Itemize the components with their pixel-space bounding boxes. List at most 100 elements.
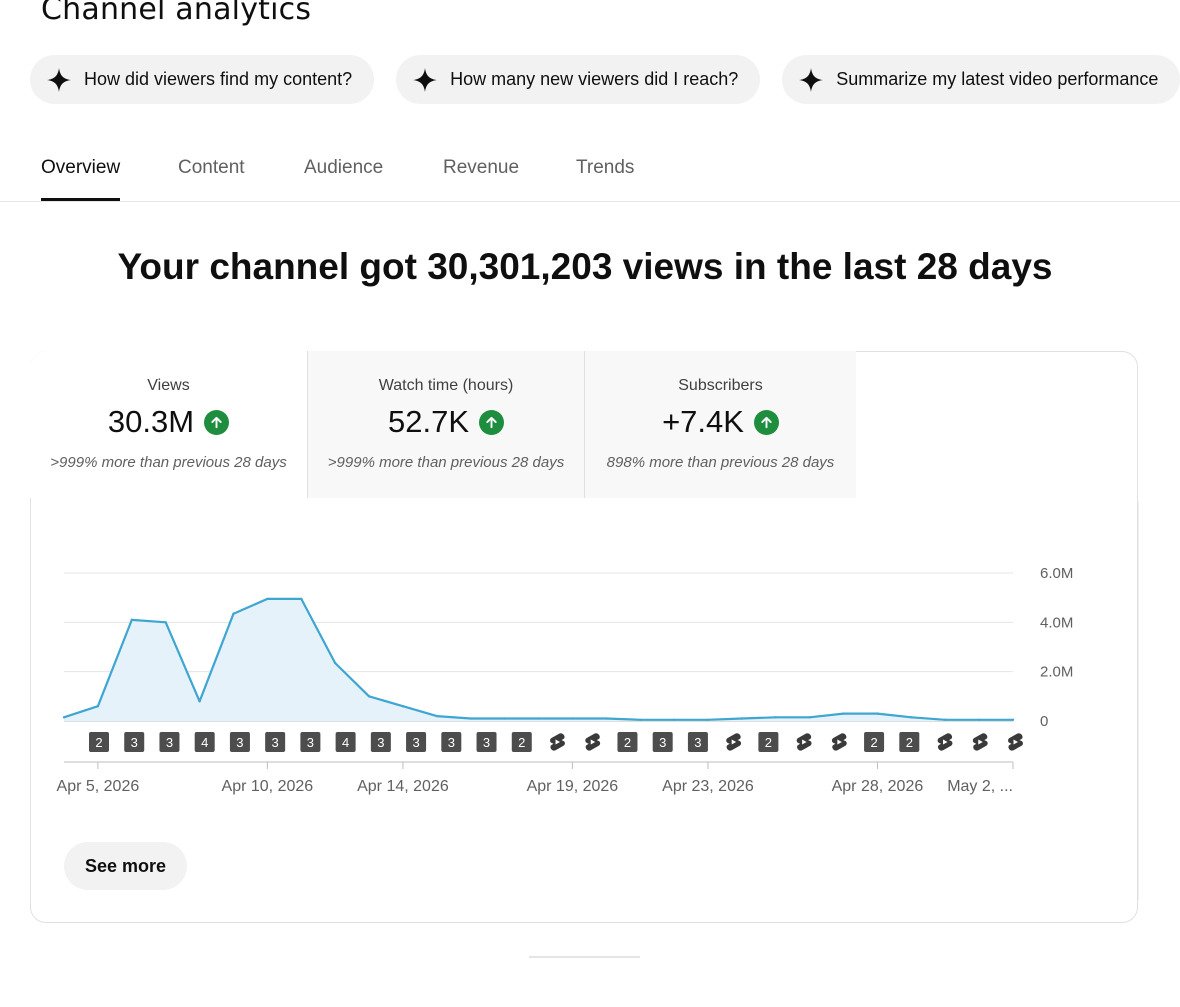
- upload-marker: [441, 732, 462, 752]
- x-tick-label: Apr 10, 2026: [222, 778, 314, 795]
- metric-value: 52.7K: [387, 404, 469, 439]
- upload-marker: [370, 732, 391, 752]
- series-area: [64, 598, 1013, 721]
- upload-marker: [159, 732, 180, 752]
- data-point: [198, 700, 201, 703]
- upload-marker: [652, 732, 673, 752]
- upload-marker: [300, 732, 321, 752]
- data-point: [774, 716, 777, 719]
- shorts-icon: [937, 733, 953, 751]
- page-title: Channel analytics: [41, 0, 312, 27]
- upload-marker-count: 3: [412, 735, 419, 750]
- data-point: [232, 612, 235, 615]
- upload-marker-count: 2: [765, 735, 772, 750]
- see-more-button[interactable]: See more: [64, 842, 187, 890]
- shorts-icon-path: [972, 733, 988, 751]
- data-point: [164, 621, 167, 624]
- x-tick-label: May 2, ...: [947, 778, 1013, 795]
- suggestion-chip-label: How many new viewers did I reach?: [450, 69, 739, 89]
- shorts-icon: [796, 733, 812, 751]
- upload-marker: [899, 732, 920, 752]
- metric-label: Watch time (hours): [378, 377, 514, 394]
- tab-revenue[interactable]: Revenue: [443, 157, 520, 178]
- upload-marker-count: 2: [518, 735, 525, 750]
- shorts-icon: [585, 733, 601, 751]
- upload-marker-count: 3: [166, 735, 173, 750]
- metric-watch-time[interactable]: Watch time (hours) 52.7K >999% more than…: [307, 351, 584, 498]
- shorts-icon: [726, 733, 742, 751]
- upload-marker: [617, 732, 638, 752]
- data-point: [130, 618, 133, 622]
- x-tick-label: Apr 5, 2026: [57, 778, 140, 795]
- x-tick-label: Apr 19, 2026: [527, 778, 619, 795]
- data-point: [842, 712, 845, 715]
- upload-marker-count: 2: [906, 735, 913, 750]
- y-tick-label: 0: [1040, 713, 1048, 730]
- metric-label: Views: [147, 377, 190, 394]
- metric-value-row: 52.7K: [308, 404, 584, 440]
- suggestion-chip-label: Summarize my latest video performance: [836, 69, 1159, 89]
- upload-marker: [229, 732, 250, 752]
- sparkle-icon: [413, 67, 438, 92]
- upload-marker: [687, 732, 708, 752]
- tab-content[interactable]: Content: [178, 157, 245, 178]
- arrow-up-icon: [479, 409, 504, 435]
- shorts-icon-path: [550, 733, 565, 751]
- data-point: [62, 716, 66, 719]
- upload-marker-count: 4: [342, 735, 349, 750]
- y-tick-label: 4.0M: [1040, 614, 1073, 631]
- x-tick-label: Apr 14, 2026: [357, 778, 449, 795]
- data-point: [605, 717, 608, 720]
- shorts-icon-path: [831, 733, 847, 751]
- data-point: [706, 718, 710, 721]
- upload-marker-count: 3: [448, 735, 455, 750]
- data-point: [1011, 718, 1015, 721]
- data-point: [808, 716, 811, 719]
- x-tick-label: Apr 23, 2026: [662, 778, 754, 795]
- suggestion-chip[interactable]: How many new viewers did I reach?: [396, 55, 761, 104]
- metric-views[interactable]: Views 30.3M >999% more than previous 28 …: [30, 351, 307, 498]
- tab-audience[interactable]: Audience: [304, 157, 384, 178]
- analytics-tabs: Overview Content Audience Revenue Trends: [0, 140, 1180, 202]
- data-point: [944, 718, 947, 721]
- upload-marker-count: 3: [131, 735, 138, 750]
- upload-marker-count: 3: [236, 735, 243, 750]
- scroll-indicator: [529, 956, 640, 958]
- summary-headline: Your channel got 30,301,203 views in the…: [117, 246, 1053, 287]
- tab-overview[interactable]: Overview: [41, 157, 121, 201]
- upload-marker: [864, 732, 885, 752]
- suggestion-chip-label: How did viewers find my content?: [84, 69, 353, 89]
- data-point: [537, 717, 540, 720]
- arrow-up-icon: [753, 409, 779, 435]
- upload-marker-count: 2: [95, 735, 102, 750]
- shorts-icon: [550, 733, 565, 751]
- upload-marker-count: 2: [870, 735, 877, 750]
- sparkle-icon: [799, 67, 824, 92]
- data-point: [503, 717, 506, 720]
- upload-marker: [124, 732, 145, 752]
- upload-marker-count: 3: [377, 735, 384, 750]
- shorts-icon: [831, 733, 847, 751]
- upload-marker: [406, 732, 427, 752]
- upload-marker-count: 3: [307, 735, 314, 750]
- metric-subscribers[interactable]: Subscribers +7.4K 898% more than previou…: [584, 351, 856, 498]
- suggestion-chip[interactable]: How did viewers find my content?: [30, 55, 375, 104]
- upload-marker-count: 3: [659, 735, 666, 750]
- shorts-icon-path: [937, 733, 953, 751]
- shorts-icon-path: [726, 733, 742, 751]
- metric-comparison: >999% more than previous 28 days: [50, 454, 287, 471]
- data-point: [367, 695, 371, 698]
- upload-marker: [194, 732, 215, 752]
- suggestion-chip[interactable]: Summarize my latest video performance: [782, 55, 1180, 104]
- metric-value-row: 30.3M: [30, 404, 307, 440]
- data-point: [300, 597, 303, 601]
- data-point: [638, 718, 642, 721]
- sparkle-icon: [47, 67, 71, 92]
- shorts-icon-path: [796, 733, 812, 751]
- upload-marker: [89, 732, 109, 752]
- data-point: [977, 718, 981, 721]
- shorts-icon: [972, 733, 988, 751]
- metric-comparison: >999% more than previous 28 days: [327, 454, 565, 471]
- tab-trends[interactable]: Trends: [576, 157, 635, 178]
- y-tick-label: 2.0M: [1040, 664, 1073, 681]
